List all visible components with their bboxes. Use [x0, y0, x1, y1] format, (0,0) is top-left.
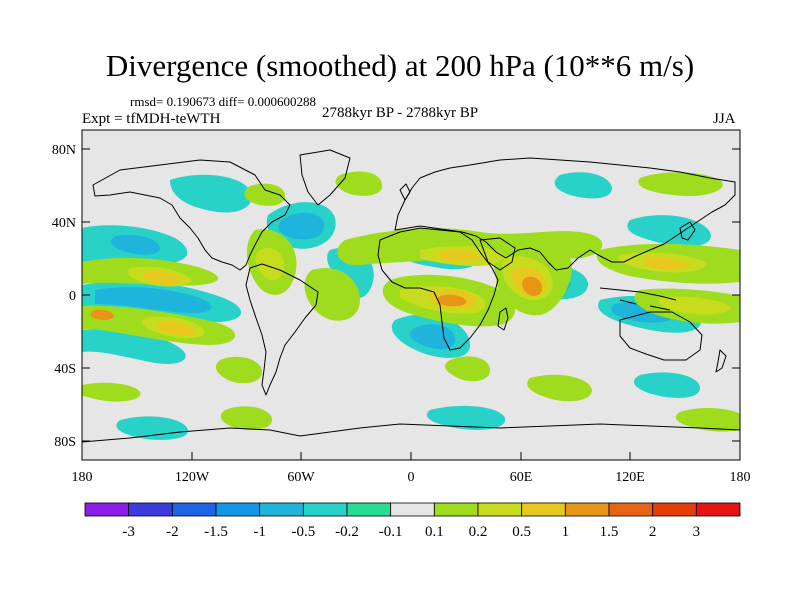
season-label: JJA [713, 111, 736, 127]
lat-label-40s: 40S [54, 362, 76, 377]
lat-label-40n: 40N [52, 216, 76, 231]
colorbar-labels: -3 -2 -1.5 -1 -0.5 -0.2 -0.1 0.1 0.2 0.5… [122, 524, 700, 540]
colorbar-label: -1 [253, 524, 266, 540]
lat-label-80n: 80N [52, 143, 76, 158]
colorbar-label: -3 [122, 524, 135, 540]
field-blob [82, 382, 141, 402]
colorbar-label: 2 [649, 524, 657, 540]
field-blob [111, 234, 160, 255]
experiment-label: Expt = tfMDH-teWTH [82, 111, 221, 127]
field-blob [156, 321, 196, 336]
colorbar-swatch [652, 502, 697, 517]
colorbar-swatch [259, 502, 304, 517]
field-blob [409, 324, 456, 349]
map-title: Divergence (smoothed) at 200 hPa (10**6 … [105, 48, 695, 83]
colorbar-swatch [171, 502, 217, 517]
field-blob [170, 174, 252, 213]
colorbar-swatch [346, 502, 392, 517]
colorbar-label: -0.2 [335, 524, 359, 540]
field-blob [426, 405, 506, 430]
axis-ticks [81, 148, 741, 460]
field-blob [82, 328, 186, 365]
lat-label-80s: 80S [54, 435, 76, 450]
lon-label-180w: 180 [72, 470, 93, 485]
field-blob [627, 215, 711, 247]
field-blob [658, 296, 731, 315]
field-blob [444, 356, 490, 382]
colorbar-swatch [695, 502, 741, 517]
field-blob [255, 247, 284, 281]
lon-label-180e: 180 [730, 470, 751, 485]
colorbar-swatch [128, 502, 173, 517]
lon-label-60w: 60W [287, 470, 315, 485]
colorbar-label: -1.5 [204, 524, 228, 540]
colorbar-label: 1 [562, 524, 570, 540]
field-blob [116, 416, 189, 440]
field-blob [143, 271, 183, 285]
colorbar-swatch [302, 502, 348, 517]
field-blob [554, 172, 612, 199]
colorbar-label: 1.5 [600, 524, 619, 540]
coastline [82, 149, 740, 443]
field-blob [437, 294, 467, 307]
divergence-field [82, 149, 740, 443]
field-blob [335, 171, 383, 196]
field-blob [438, 249, 481, 263]
field-blob [638, 172, 723, 196]
colorbar-label: -0.5 [291, 524, 315, 540]
field-blob [522, 276, 542, 296]
colorbar-swatch [477, 502, 523, 517]
lat-label-0: 0 [69, 289, 76, 304]
field-blob [244, 183, 285, 206]
lon-label-120e: 120E [615, 470, 645, 485]
lon-label-0: 0 [408, 470, 415, 485]
colorbar-label: 0.5 [512, 524, 531, 540]
field-blob [95, 287, 212, 314]
field-blob [278, 212, 325, 240]
field-blob [304, 268, 360, 321]
field-blob [215, 356, 262, 384]
colorbar [84, 502, 741, 517]
lon-label-120w: 120W [175, 470, 210, 485]
colorbar-swatch [564, 502, 610, 517]
colorbar-swatch [84, 502, 130, 517]
colorbar-swatch [608, 502, 654, 517]
field-blob [220, 406, 272, 430]
colorbar-label: -2 [166, 524, 179, 540]
stats-text: rmsd= 0.190673 diff= 0.000600288 [130, 94, 316, 109]
colorbar-label: 0.2 [469, 524, 488, 540]
colorbar-swatch [521, 502, 566, 517]
field-blob [90, 309, 114, 320]
colorbar-swatch [215, 502, 261, 517]
colorbar-label: 0.1 [425, 524, 444, 540]
field-blob [643, 257, 691, 271]
colorbar-swatch [390, 502, 435, 517]
field-blob [633, 372, 700, 398]
colorbar-swatch [433, 502, 479, 517]
colorbar-label: -0.1 [379, 524, 403, 540]
lon-label-60e: 60E [510, 470, 533, 485]
field-blob [527, 374, 592, 402]
colorbar-label: 3 [693, 524, 701, 540]
period-label: 2788kyr BP - 2788kyr BP [322, 105, 479, 121]
field-blob [675, 408, 740, 432]
